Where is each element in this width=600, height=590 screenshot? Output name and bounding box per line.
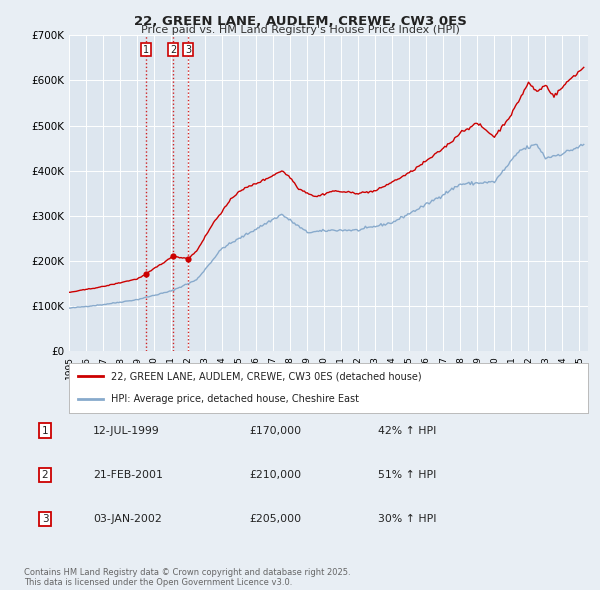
Text: HPI: Average price, detached house, Cheshire East: HPI: Average price, detached house, Ches… [110, 395, 359, 405]
Text: Contains HM Land Registry data © Crown copyright and database right 2025.
This d: Contains HM Land Registry data © Crown c… [24, 568, 350, 587]
Text: 2: 2 [41, 470, 49, 480]
Text: 30% ↑ HPI: 30% ↑ HPI [378, 514, 437, 524]
Text: 1: 1 [143, 45, 149, 55]
Text: 51% ↑ HPI: 51% ↑ HPI [378, 470, 436, 480]
Text: 22, GREEN LANE, AUDLEM, CREWE, CW3 0ES: 22, GREEN LANE, AUDLEM, CREWE, CW3 0ES [134, 15, 466, 28]
Text: 2: 2 [170, 45, 176, 55]
Text: 12-JUL-1999: 12-JUL-1999 [93, 426, 160, 435]
Text: 3: 3 [41, 514, 49, 524]
Text: 42% ↑ HPI: 42% ↑ HPI [378, 426, 436, 435]
Text: 03-JAN-2002: 03-JAN-2002 [93, 514, 162, 524]
Text: 21-FEB-2001: 21-FEB-2001 [93, 470, 163, 480]
Text: Price paid vs. HM Land Registry's House Price Index (HPI): Price paid vs. HM Land Registry's House … [140, 25, 460, 35]
Text: £210,000: £210,000 [249, 470, 301, 480]
Text: 22, GREEN LANE, AUDLEM, CREWE, CW3 0ES (detached house): 22, GREEN LANE, AUDLEM, CREWE, CW3 0ES (… [110, 371, 421, 381]
Text: 1: 1 [41, 426, 49, 435]
Text: £205,000: £205,000 [249, 514, 301, 524]
Text: 3: 3 [185, 45, 191, 55]
Text: £170,000: £170,000 [249, 426, 301, 435]
